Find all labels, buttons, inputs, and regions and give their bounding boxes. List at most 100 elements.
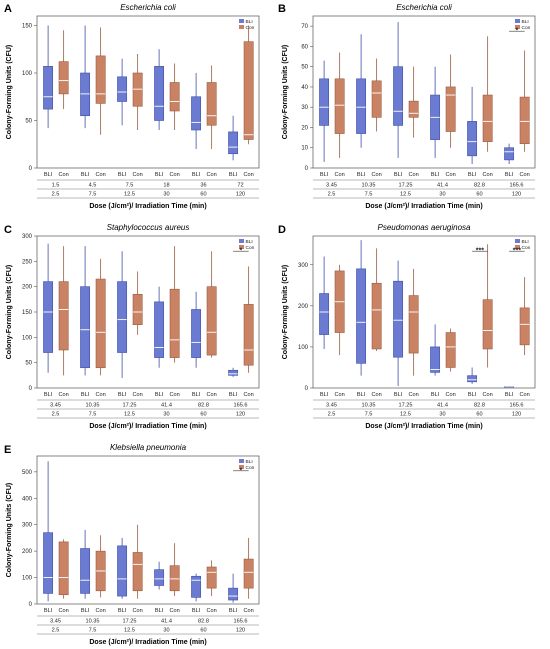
time-label: 12.5 xyxy=(400,412,411,418)
box-iqr xyxy=(482,94,493,142)
y-tick-label: 200 xyxy=(22,549,33,555)
time-label: 120 xyxy=(512,192,521,198)
x-category-label: BLI xyxy=(468,392,477,398)
time-label: 2.5 xyxy=(328,412,336,418)
box-iqr xyxy=(371,282,382,350)
dose-label: 165.6 xyxy=(510,403,524,409)
plot-area xyxy=(36,455,260,605)
dose-label: 10.35 xyxy=(86,619,100,625)
x-category-label: Con xyxy=(409,172,419,178)
box-iqr xyxy=(504,147,515,161)
box-iqr xyxy=(430,346,441,373)
box-bli-6 xyxy=(228,115,239,161)
box-iqr xyxy=(467,121,478,157)
box-bli-5 xyxy=(191,573,202,602)
time-label: 120 xyxy=(512,412,521,418)
y-tick-label: 400 xyxy=(22,496,33,502)
box-bli-3 xyxy=(117,537,128,599)
chart-panel-c: C Staphylococcus aureus 0 50 100 150 200 250 300… xyxy=(4,223,260,430)
dose-label: 82.8 xyxy=(198,403,209,409)
x-category-label: BLI xyxy=(192,608,201,614)
legend-label-bli: BLI xyxy=(246,239,253,245)
x-category-label: Con xyxy=(170,392,180,398)
legend-swatch-con xyxy=(515,25,520,29)
box-iqr xyxy=(43,532,54,594)
box-con-4 xyxy=(445,54,456,148)
x-category-label: BLI xyxy=(394,172,403,178)
panel-letter: B xyxy=(278,3,286,15)
x-category-label: BLI xyxy=(192,172,201,178)
x-category-label: BLI xyxy=(357,392,366,398)
box-iqr xyxy=(206,286,217,356)
legend-label-bli: BLI xyxy=(246,19,253,25)
panel-title: Escherichia coli xyxy=(396,3,452,12)
y-axis-label: Colony-Forming Units (CFU) xyxy=(6,265,13,360)
box-iqr xyxy=(206,82,217,126)
box-iqr xyxy=(154,301,165,358)
time-label: 30 xyxy=(163,192,169,198)
box-con-2 xyxy=(95,258,106,376)
box-iqr xyxy=(117,545,128,597)
dose-label: 1.5 xyxy=(52,183,60,189)
x-category-label: BLI xyxy=(320,172,329,178)
dose-label: 41.4 xyxy=(161,619,172,625)
box-con-2 xyxy=(95,535,106,598)
x-category-label: Con xyxy=(244,172,254,178)
box-con-2 xyxy=(95,27,106,135)
box-iqr xyxy=(228,369,239,376)
x-category-label: Con xyxy=(335,392,345,398)
box-iqr xyxy=(356,78,367,134)
x-category-label: BLI xyxy=(81,392,90,398)
y-axis-label: Colony-Forming Units (CFU) xyxy=(6,483,13,578)
box-iqr xyxy=(191,309,202,358)
box-bli-5 xyxy=(467,367,478,384)
box-iqr xyxy=(80,72,91,117)
dose-label: 17.25 xyxy=(399,403,413,409)
significance-label: * xyxy=(516,28,519,35)
box-bli-1 xyxy=(43,461,54,602)
box-iqr xyxy=(445,86,456,132)
box-iqr xyxy=(445,332,456,368)
dose-label: 3.45 xyxy=(326,183,337,189)
box-con-5 xyxy=(206,560,217,597)
y-tick-label: 100 xyxy=(22,335,33,341)
box-bli-6 xyxy=(228,367,239,377)
box-con-1 xyxy=(58,246,69,376)
dose-label: 4.5 xyxy=(89,183,97,189)
plot-area xyxy=(312,15,536,169)
x-category-label: BLI xyxy=(320,392,329,398)
box-con-4 xyxy=(445,328,456,372)
box-con-6 xyxy=(519,50,530,152)
y-axis-label: Colony-Forming Units (CFU) xyxy=(282,45,289,140)
legend-swatch-bli xyxy=(239,459,244,463)
x-category-label: BLI xyxy=(118,172,127,178)
box-iqr xyxy=(371,80,382,118)
time-label: 7.5 xyxy=(365,192,373,198)
y-tick-label: 150 xyxy=(22,24,33,30)
box-con-1 xyxy=(334,264,345,356)
y-tick-label: 0 xyxy=(305,166,309,172)
x-category-label: BLI xyxy=(44,172,53,178)
box-con-5 xyxy=(206,251,217,358)
box-iqr xyxy=(169,82,180,112)
time-label: 60 xyxy=(200,628,206,634)
chart-panel-b: B Escherichia coli 0 10 20 30 40 50 60 70 Colony-F… xyxy=(278,3,536,210)
dose-label: 165.6 xyxy=(234,619,248,625)
box-iqr xyxy=(334,78,345,134)
box-bli-3 xyxy=(393,22,404,158)
box-bli-3 xyxy=(117,251,128,378)
box-iqr xyxy=(356,268,367,364)
chart-panel-a: A Escherichia coli 0 50 100 150 Colony-Forming… xyxy=(4,3,260,210)
box-con-5 xyxy=(482,244,493,368)
legend-swatch-con xyxy=(239,465,244,469)
x-category-label: BLI xyxy=(44,392,53,398)
box-bli-1 xyxy=(43,25,54,129)
legend-label-bli: BLI xyxy=(522,239,529,245)
y-tick-label: 50 xyxy=(25,119,32,125)
x-category-label: Con xyxy=(520,172,530,178)
box-iqr xyxy=(243,558,254,589)
dose-label: 72 xyxy=(237,183,243,189)
box-iqr xyxy=(58,541,69,596)
plot-area xyxy=(36,15,260,169)
